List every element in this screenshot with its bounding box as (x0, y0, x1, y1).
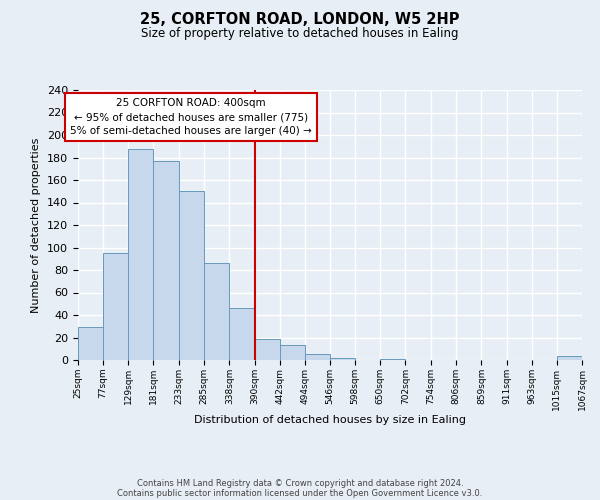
Bar (229, 308, 254, 360)
Bar (103, 253, 128, 360)
Bar (280, 346, 305, 360)
Text: Contains public sector information licensed under the Open Government Licence v3: Contains public sector information licen… (118, 488, 482, 498)
Bar (128, 148, 154, 360)
Y-axis label: Number of detached properties: Number of detached properties (31, 138, 41, 312)
Bar (154, 161, 179, 360)
Text: Size of property relative to detached houses in Ealing: Size of property relative to detached ho… (141, 28, 459, 40)
Bar (330, 358, 355, 360)
X-axis label: Distribution of detached houses by size in Ealing: Distribution of detached houses by size … (194, 416, 466, 426)
Bar (204, 263, 229, 360)
Bar (179, 191, 204, 360)
Bar (78, 328, 103, 360)
Bar (380, 359, 406, 360)
Bar (557, 356, 582, 360)
Text: Contains HM Land Registry data © Crown copyright and database right 2024.: Contains HM Land Registry data © Crown c… (137, 478, 463, 488)
Bar (305, 354, 330, 360)
Text: 25, CORFTON ROAD, LONDON, W5 2HP: 25, CORFTON ROAD, LONDON, W5 2HP (140, 12, 460, 28)
Bar (254, 338, 280, 360)
Text: 25 CORFTON ROAD: 400sqm
← 95% of detached houses are smaller (775)
5% of semi-de: 25 CORFTON ROAD: 400sqm ← 95% of detache… (70, 98, 312, 136)
